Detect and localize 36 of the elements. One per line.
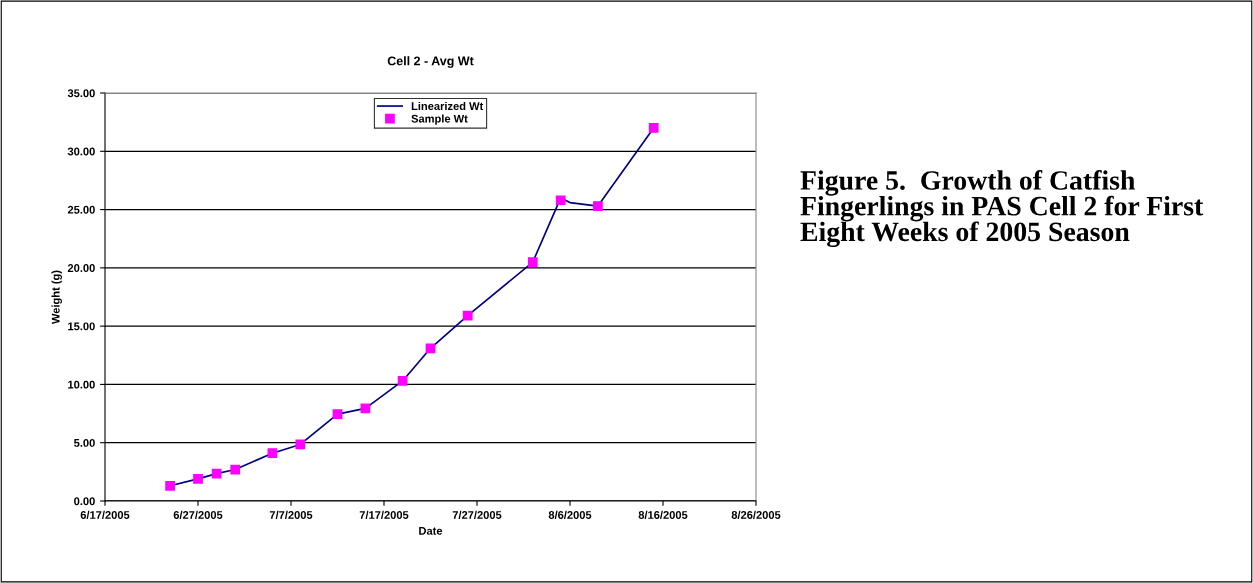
y-tick-label: 15.00 [68, 322, 95, 331]
x-tick-label: 6/17/2005 [80, 510, 130, 519]
legend-label: Sample Wt [411, 114, 468, 125]
y-axis-title: Weight (g) [51, 270, 62, 325]
point [267, 448, 278, 459]
point [555, 195, 566, 206]
x-tick-label: 8/6/2005 [548, 510, 592, 519]
point [462, 310, 473, 321]
point [397, 376, 408, 386]
x-tick-label: 7/17/2005 [359, 510, 409, 519]
x-tick-label: 6/27/2005 [173, 510, 223, 519]
y-tick-label: 5.00 [74, 438, 95, 447]
x-tick-label: 8/16/2005 [638, 510, 688, 519]
point [360, 403, 371, 414]
caption: Figure 5. Growth of Catfish Fingerlings in PAS Cell 2 for First Eight Weeks of 2005 Season [800, 170, 1204, 248]
y-tick-label: 35.00 [67, 89, 95, 98]
y-tick-label: 0.00 [74, 497, 95, 506]
y-tick-label: 25.00 [67, 205, 95, 214]
point [193, 473, 203, 484]
legend-label: Linearized Wt [411, 101, 484, 111]
point [332, 409, 343, 420]
point [593, 201, 603, 211]
point [648, 123, 659, 133]
y-tick-label: 10.00 [68, 380, 95, 389]
x-axis-title: Date [419, 527, 443, 535]
point [165, 480, 175, 491]
point [295, 439, 306, 450]
y-tick-label: 30.00 [67, 147, 95, 156]
point [527, 257, 538, 267]
point [425, 343, 436, 354]
x-tick-label: 7/7/2005 [269, 510, 313, 519]
chart-title: Cell 2 - Avg Wt [387, 56, 474, 68]
y-tick-label: 20.00 [67, 264, 95, 272]
x-tick-label: 8/26/2005 [731, 510, 781, 519]
x-tick-label: 7/27/2005 [452, 510, 502, 519]
point [230, 464, 241, 475]
